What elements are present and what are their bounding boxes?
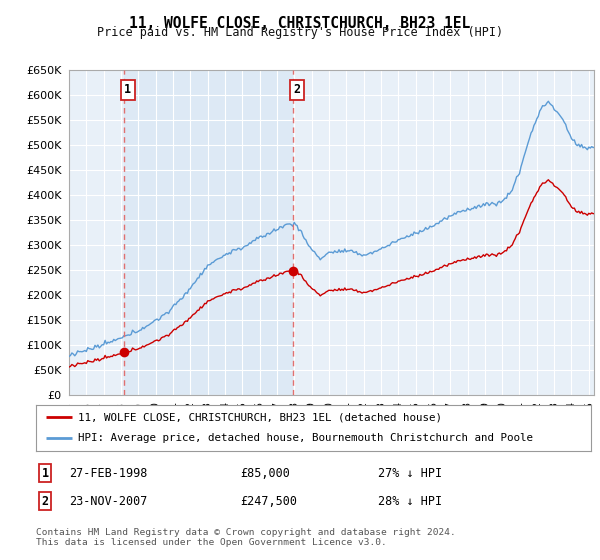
Text: 11, WOLFE CLOSE, CHRISTCHURCH, BH23 1EL: 11, WOLFE CLOSE, CHRISTCHURCH, BH23 1EL xyxy=(130,16,470,31)
Text: 27% ↓ HPI: 27% ↓ HPI xyxy=(378,466,442,480)
Text: 2: 2 xyxy=(41,494,49,508)
Text: Price paid vs. HM Land Registry's House Price Index (HPI): Price paid vs. HM Land Registry's House … xyxy=(97,26,503,39)
Text: 27-FEB-1998: 27-FEB-1998 xyxy=(69,466,148,480)
Text: 23-NOV-2007: 23-NOV-2007 xyxy=(69,494,148,508)
Text: 1: 1 xyxy=(124,83,131,96)
Text: 11, WOLFE CLOSE, CHRISTCHURCH, BH23 1EL (detached house): 11, WOLFE CLOSE, CHRISTCHURCH, BH23 1EL … xyxy=(77,412,442,422)
Bar xyxy=(124,70,293,395)
Text: £85,000: £85,000 xyxy=(240,466,290,480)
Text: Contains HM Land Registry data © Crown copyright and database right 2024.
This d: Contains HM Land Registry data © Crown c… xyxy=(36,528,456,547)
Text: 28% ↓ HPI: 28% ↓ HPI xyxy=(378,494,442,508)
Text: £247,500: £247,500 xyxy=(240,494,297,508)
Text: HPI: Average price, detached house, Bournemouth Christchurch and Poole: HPI: Average price, detached house, Bour… xyxy=(77,433,533,444)
Text: 1: 1 xyxy=(41,466,49,480)
Text: 2: 2 xyxy=(293,83,301,96)
